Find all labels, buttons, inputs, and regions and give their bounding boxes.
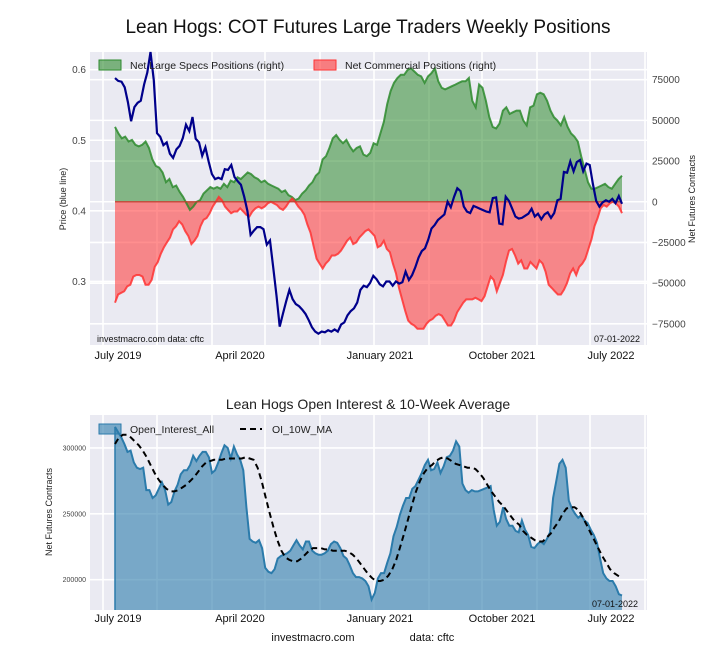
top-right-tick-label: 50000 xyxy=(652,116,680,127)
top-right-tick-label: −50000 xyxy=(652,279,686,290)
top-right-tick-label: 75000 xyxy=(652,75,680,86)
top-left-axis-label: Price (blue line) xyxy=(58,168,68,231)
top-right-tick-label: 25000 xyxy=(652,157,680,168)
top-source-annotation: investmacro.com data: cftc xyxy=(97,334,205,344)
top-left-tick-label: 0.6 xyxy=(72,65,86,76)
bottom-y-tick-label: 200000 xyxy=(63,577,86,584)
top-right-axis: −75000 −50000 −25000 0 25000 50000 75000 xyxy=(652,75,686,330)
legend-swatch-open-interest xyxy=(99,424,121,434)
bottom-x-tick-label: April 2020 xyxy=(215,613,265,625)
top-x-tick-label: October 2021 xyxy=(469,350,536,362)
bottom-y-axis: 200000 250000 300000 xyxy=(63,445,86,584)
oi-chart-title: Lean Hogs Open Interest & 10-Week Averag… xyxy=(226,396,511,412)
footer-source: investmacro.com xyxy=(271,632,354,644)
bottom-y-axis-label: Net Futures Contracts xyxy=(44,467,54,556)
legend-swatch-commercial xyxy=(314,60,336,70)
top-right-tick-label: −25000 xyxy=(652,238,686,249)
top-left-axis: 0.3 0.4 0.5 0.6 xyxy=(72,65,86,288)
top-x-tick-label: July 2022 xyxy=(587,350,634,362)
legend-label-large-specs: Net Large Specs Positions (right) xyxy=(130,60,284,72)
chart-title: Lean Hogs: COT Futures Large Traders Wee… xyxy=(125,17,610,38)
bottom-x-axis: July 2019 April 2020 January 2021 October 2… xyxy=(94,613,634,625)
chart-canvas: Lean Hogs: COT Futures Large Traders Wee… xyxy=(0,0,720,660)
bottom-date-annotation: 07-01-2022 xyxy=(592,599,638,609)
top-right-tick-label: 0 xyxy=(652,197,658,208)
bottom-x-tick-label: January 2021 xyxy=(347,613,414,625)
top-x-tick-label: April 2020 xyxy=(215,350,265,362)
top-left-tick-label: 0.4 xyxy=(72,206,86,217)
bottom-x-tick-label: July 2022 xyxy=(587,613,634,625)
legend-label-open-interest: Open_Interest_All xyxy=(130,424,214,436)
footer-data: data: cftc xyxy=(410,632,455,644)
top-x-tick-label: July 2019 xyxy=(94,350,141,362)
bottom-x-tick-label: October 2021 xyxy=(469,613,536,625)
top-date-annotation: 07-01-2022 xyxy=(594,334,640,344)
top-right-axis-label: Net Futures Contracts xyxy=(687,154,697,243)
top-right-tick-label: −75000 xyxy=(652,319,686,330)
top-left-tick-label: 0.3 xyxy=(72,277,86,288)
legend-label-oi-ma: OI_10W_MA xyxy=(272,424,332,436)
top-left-tick-label: 0.5 xyxy=(72,136,86,147)
top-x-tick-label: January 2021 xyxy=(347,350,414,362)
bottom-x-tick-label: July 2019 xyxy=(94,613,141,625)
bottom-y-tick-label: 250000 xyxy=(63,511,86,518)
legend-label-commercial: Net Commercial Positions (right) xyxy=(345,60,496,72)
bottom-y-tick-label: 300000 xyxy=(63,445,86,452)
legend-swatch-large-specs xyxy=(99,60,121,70)
top-x-axis: July 2019 April 2020 January 2021 October 2… xyxy=(94,350,634,362)
